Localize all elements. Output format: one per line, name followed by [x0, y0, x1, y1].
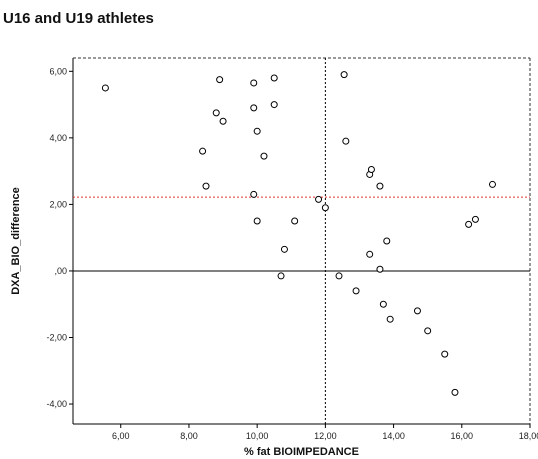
data-point [101, 84, 109, 92]
data-point [270, 74, 278, 82]
data-point [441, 350, 449, 358]
data-point [250, 104, 258, 112]
data-point [386, 315, 394, 323]
data-point [219, 117, 227, 125]
y-axis-label: DXA_BIO_difference [10, 187, 22, 295]
data-point [250, 190, 258, 198]
data-point [366, 250, 374, 258]
y-tick-label: ,00 [54, 266, 67, 276]
data-point [342, 137, 350, 145]
chart-title: U16 and U19 athletes [3, 10, 154, 27]
data-point [202, 182, 210, 190]
reference-lines [73, 58, 530, 424]
x-tick-label: 14,00 [382, 431, 405, 441]
data-point [253, 127, 261, 135]
data-point [216, 76, 224, 84]
data-point [465, 220, 473, 228]
data-point [280, 245, 288, 253]
data-points [101, 71, 496, 396]
data-point [471, 215, 479, 223]
x-tick-label: 16,00 [451, 431, 474, 441]
data-point [277, 272, 285, 280]
data-point [250, 79, 258, 87]
x-axis-label: % fat BIOIMPEDANCE [244, 446, 359, 458]
x-tick-label: 12,00 [314, 431, 337, 441]
data-point [260, 152, 268, 160]
data-point [376, 265, 384, 273]
data-point [199, 147, 207, 155]
x-tick-label: 6,00 [112, 431, 130, 441]
data-point [315, 195, 323, 203]
y-tick-label: 6,00 [49, 66, 67, 76]
data-point [340, 71, 348, 79]
y-tick-label: -4,00 [46, 399, 67, 409]
data-point [212, 109, 220, 117]
data-point [367, 165, 375, 173]
y-tick-label: 2,00 [49, 199, 67, 209]
data-point [379, 300, 387, 308]
data-point [451, 388, 459, 396]
data-point [413, 307, 421, 315]
plot-frame [72, 57, 531, 425]
data-point [488, 180, 496, 188]
y-tick-label: 4,00 [49, 133, 67, 143]
data-point [383, 237, 391, 245]
data-point [253, 217, 261, 225]
x-tick-label: 18,00 [519, 431, 538, 441]
x-tick-label: 8,00 [180, 431, 198, 441]
y-tick-label: -2,00 [46, 332, 67, 342]
data-point [335, 272, 343, 280]
x-tick-label: 10,00 [246, 431, 269, 441]
data-point [376, 182, 384, 190]
data-point [321, 204, 329, 212]
axis-ticks: 6,00 8,00 10,00 12,00 14,00 16,00 18,00 6,00 4,0… [46, 66, 538, 441]
data-point [424, 327, 432, 335]
data-point [352, 287, 360, 295]
data-point [291, 217, 299, 225]
data-point [270, 101, 278, 109]
